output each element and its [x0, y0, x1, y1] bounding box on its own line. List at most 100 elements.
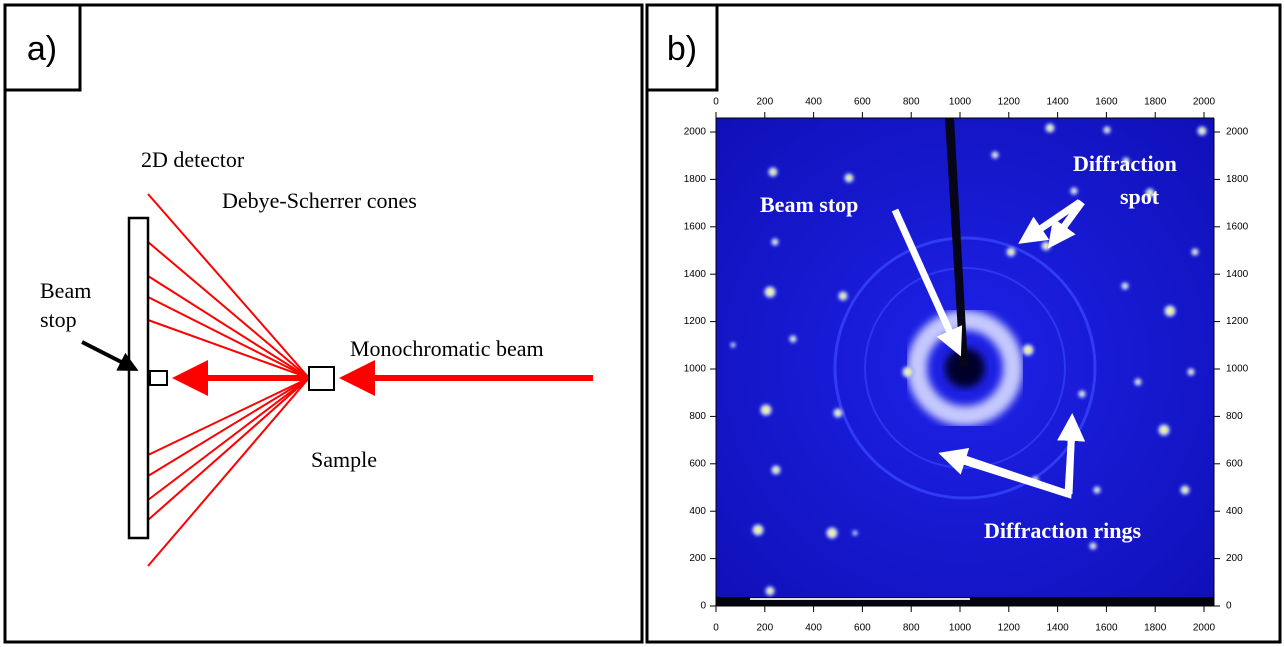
spot-label: Diffraction [1073, 151, 1177, 176]
panel-label: b) [667, 30, 697, 68]
x-tick-label: 0 [713, 97, 719, 108]
shape [765, 586, 775, 596]
y-tick-label: 600 [689, 458, 706, 469]
detector-label: 2D detector [141, 147, 245, 172]
y-tick-label: 1200 [1226, 316, 1249, 327]
x-tick-label: 1600 [1095, 623, 1118, 634]
shape [1164, 305, 1176, 317]
shape [1191, 248, 1199, 256]
shape [1103, 126, 1111, 134]
shape [147, 377, 310, 456]
x-tick-label: 800 [903, 97, 920, 108]
beam-stop-label: stop [40, 307, 77, 332]
axes: 0 0 200 200 400 400 600 600 800 800 1000 1000 1200 12… [684, 97, 1249, 634]
x-tick-label: 400 [805, 97, 822, 108]
cones-label: Debye-Scherrer cones [222, 188, 417, 213]
shape [945, 348, 985, 388]
y-tick-label: 1600 [1226, 221, 1249, 232]
x-tick-label: 600 [854, 97, 871, 108]
shape [1180, 485, 1190, 495]
shape [3, 3, 644, 644]
y-tick-label: 800 [689, 411, 706, 422]
annotation-arrows [891, 199, 1086, 499]
shape [1070, 187, 1078, 195]
shape [147, 377, 310, 477]
x-tick-label: 0 [713, 623, 719, 634]
diffraction-image [716, 118, 1214, 606]
x-tick-label: 1800 [1144, 97, 1167, 108]
y-tick-label: 1000 [1226, 364, 1249, 375]
shape [826, 527, 838, 539]
shape [1022, 344, 1034, 356]
rings-label: Diffraction rings [984, 518, 1141, 543]
shape [1093, 486, 1101, 494]
y-tick-label: 1600 [684, 221, 707, 232]
shape [1121, 282, 1129, 290]
shape [1197, 126, 1207, 136]
shape [730, 342, 736, 348]
shape [833, 408, 843, 418]
panel-label: a) [27, 30, 57, 68]
shape [1089, 542, 1097, 550]
y-tick-label: 400 [689, 506, 706, 517]
shape [760, 404, 772, 416]
shape [147, 296, 310, 379]
y-tick-label: 2000 [684, 127, 707, 138]
shape [902, 366, 914, 378]
shape [844, 173, 854, 183]
shape [1145, 188, 1155, 198]
shape [1045, 123, 1055, 133]
x-tick-label: 1400 [1046, 97, 1069, 108]
x-tick-label: 600 [854, 623, 871, 634]
shape [771, 238, 779, 246]
x-tick-label: 1800 [1144, 623, 1167, 634]
y-tick-label: 1000 [684, 364, 707, 375]
shape [1041, 241, 1051, 251]
x-tick-label: 1200 [998, 623, 1021, 634]
shape [1057, 413, 1086, 495]
shape [833, 236, 1097, 500]
pointer [81, 340, 139, 371]
x-tick-label: 200 [756, 623, 773, 634]
shape [838, 291, 848, 301]
shape [771, 465, 781, 475]
shape [891, 208, 963, 357]
shape [938, 448, 1070, 498]
y-tick-label: 400 [1226, 506, 1243, 517]
shape [945, 118, 968, 366]
shape [852, 530, 858, 536]
y-tick-label: 1800 [684, 174, 707, 185]
x-tick-label: 1600 [1095, 97, 1118, 108]
x-tick-label: 400 [805, 623, 822, 634]
shape [1078, 390, 1086, 398]
shape [764, 286, 776, 298]
shape [147, 377, 310, 521]
shape [752, 524, 764, 536]
y-tick-label: 200 [689, 553, 706, 564]
beam-stop-label: Beam [40, 278, 91, 303]
y-tick-label: 1200 [684, 316, 707, 327]
shape [147, 377, 310, 501]
shape [147, 275, 310, 379]
shape [730, 123, 1207, 596]
shape [789, 335, 797, 343]
sample-label: Sample [311, 447, 377, 472]
shape [991, 151, 999, 159]
spot-label: spot [1120, 184, 1160, 209]
y-tick-label: 0 [1226, 601, 1232, 612]
shape [1187, 368, 1195, 376]
sample [308, 366, 335, 391]
shape [147, 319, 310, 379]
panel-b: 0 0 200 200 400 400 600 600 800 800 1000 1000 1200 12… [645, 3, 1282, 644]
shape [1047, 199, 1085, 249]
shape [750, 598, 970, 600]
x-tick-label: 1400 [1046, 623, 1069, 634]
shape [1134, 378, 1142, 386]
y-tick-label: 600 [1226, 458, 1243, 469]
shape [1122, 157, 1130, 165]
panel-a: a) 2D detector Debye-Scherrer cones Beam… [3, 3, 644, 644]
x-tick-label: 800 [903, 623, 920, 634]
shape [1006, 247, 1016, 257]
